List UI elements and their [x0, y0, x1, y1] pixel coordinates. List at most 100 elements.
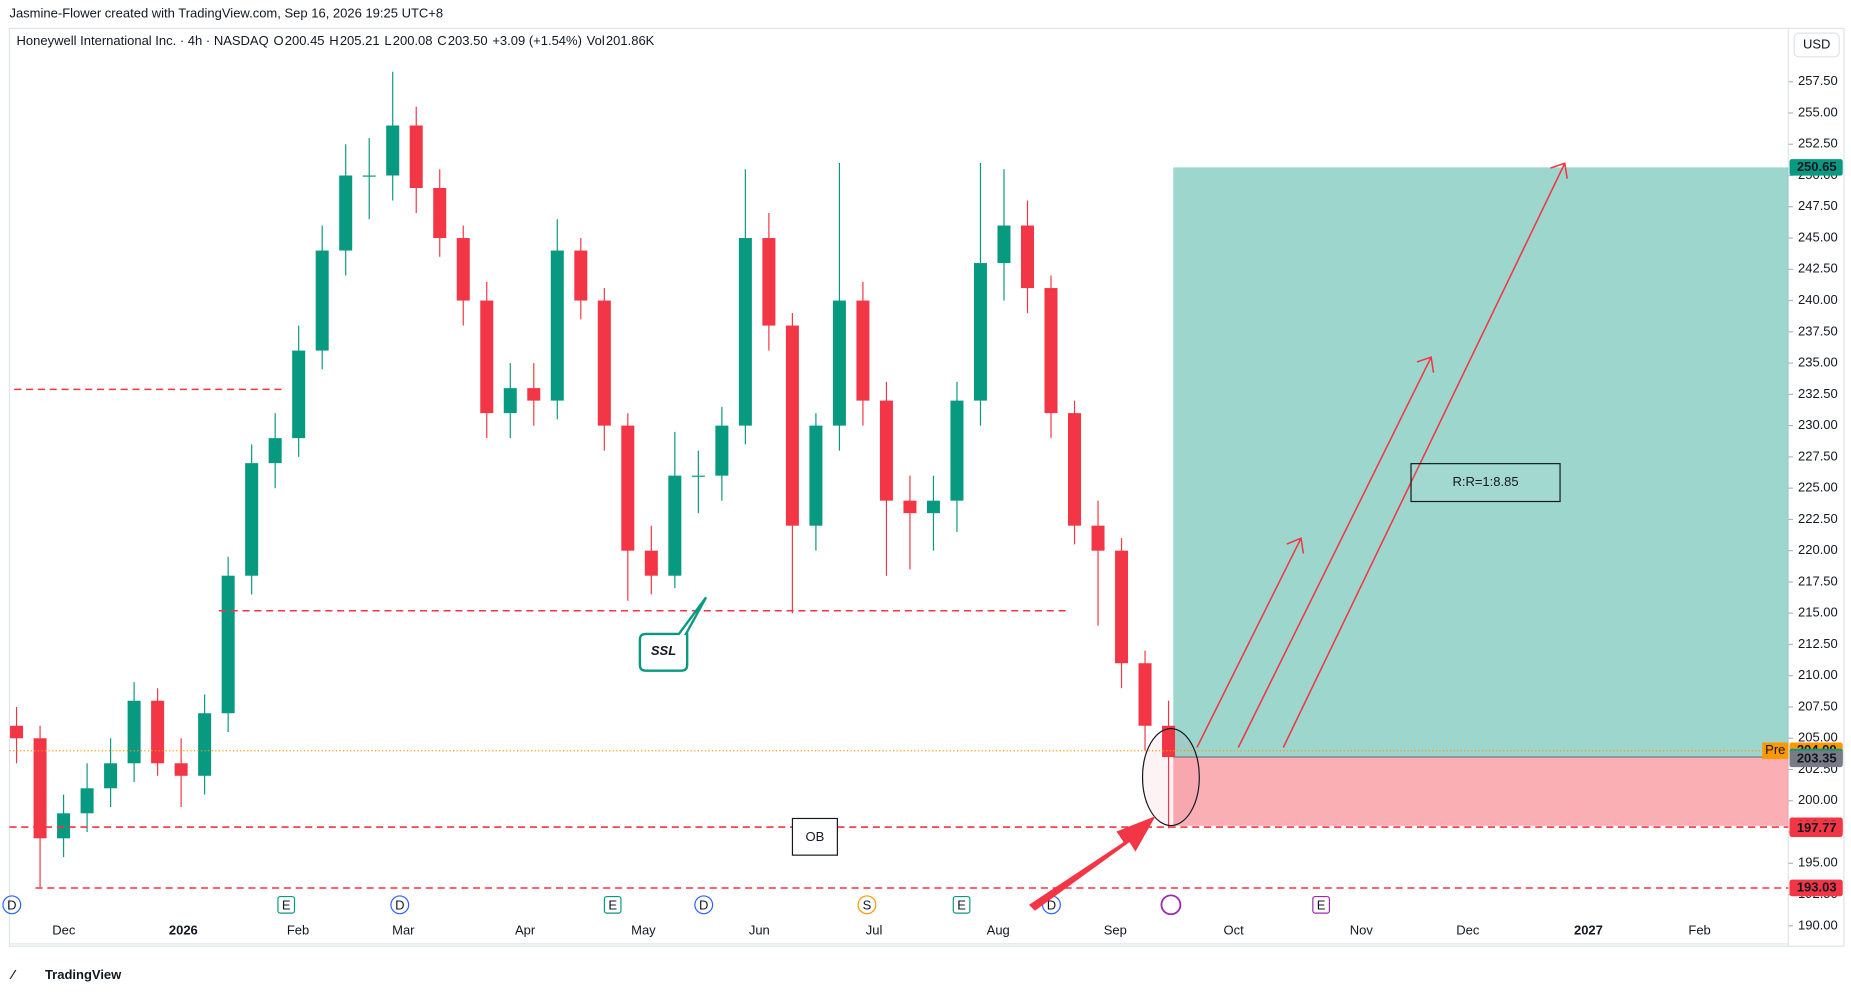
- ob-box: [791, 817, 838, 856]
- event-icon: [857, 895, 877, 915]
- candle-body: [644, 550, 658, 576]
- candle-body: [33, 738, 47, 839]
- y-tick-label: 215.00: [1798, 605, 1838, 620]
- y-tick-label: 230.00: [1798, 417, 1838, 432]
- candle-body: [10, 725, 24, 739]
- y-tick-label: 245.00: [1798, 229, 1838, 244]
- x-tick-label: 2026: [169, 922, 198, 937]
- ssl-callout: [638, 596, 708, 672]
- price-tag-label: 203.35: [1797, 750, 1837, 765]
- candle-body: [879, 400, 893, 501]
- candle-body: [456, 238, 470, 301]
- x-tick-label: Apr: [515, 922, 536, 937]
- candle-body: [926, 500, 940, 514]
- x-tick-label: May: [631, 922, 656, 937]
- currency: USD: [1803, 36, 1830, 51]
- x-tick-label: Dec: [52, 922, 76, 937]
- ob-label: OB: [806, 829, 825, 844]
- candle-body: [691, 475, 705, 477]
- legend-volume: 201.86K: [606, 33, 655, 48]
- event-icon: [390, 895, 410, 915]
- price-tag: [1789, 750, 1843, 768]
- y-tick-label: 227.50: [1798, 448, 1838, 463]
- candle-body: [127, 700, 141, 764]
- candle-body: [1162, 725, 1176, 758]
- candle-body: [221, 575, 235, 714]
- y-tick-label: 240.00: [1798, 292, 1838, 307]
- event-icon: [952, 895, 971, 914]
- events-special: [1160, 894, 1182, 916]
- currency-box[interactable]: [1793, 32, 1840, 58]
- y-tick-label: 205.00: [1798, 730, 1838, 745]
- y-tick-label: 232.50: [1798, 386, 1838, 401]
- y-tick-label: 200.00: [1798, 792, 1838, 807]
- y-tick-label: 195.00: [1798, 855, 1838, 870]
- legend-close: 203.50: [448, 33, 488, 48]
- candle-body: [151, 700, 165, 764]
- candle-body: [973, 263, 987, 401]
- candle-body: [57, 813, 71, 839]
- y-tick-label: 237.50: [1798, 323, 1838, 338]
- event-label: D: [395, 897, 404, 912]
- legend-low: 200.08: [393, 33, 433, 48]
- x-tick-label: Dec: [1456, 922, 1480, 937]
- target-zone: [1173, 167, 1789, 758]
- candle-body: [1138, 663, 1152, 726]
- logo-mark: ⁄: [9, 967, 17, 982]
- event-label: D: [699, 897, 708, 912]
- price-tag: [1789, 879, 1843, 897]
- frame: [8, 27, 1845, 947]
- candle-body: [80, 788, 94, 814]
- y-tick-label: 235.00: [1798, 355, 1838, 370]
- candle-body: [198, 713, 212, 776]
- candle-body: [503, 388, 517, 414]
- x-tick-label: 2027: [1574, 922, 1603, 937]
- legend-c-label: C: [437, 33, 446, 48]
- candle-body: [574, 250, 588, 301]
- candle-body: [362, 175, 376, 177]
- candle-body: [715, 425, 729, 476]
- brand: TradingView: [45, 967, 122, 982]
- x-tick-label: Jun: [749, 922, 770, 937]
- arrow: [1237, 356, 1435, 748]
- x-tick-label: Feb: [1688, 922, 1710, 937]
- y-tick-label: 257.50: [1798, 73, 1838, 88]
- event-label: E: [608, 897, 617, 912]
- y-tick-label: 217.50: [1798, 573, 1838, 588]
- legend-open: 200.45: [285, 33, 325, 48]
- candle-body: [386, 125, 400, 176]
- candle-body: [597, 300, 611, 426]
- candle-body: [785, 325, 799, 526]
- legend-high: 205.21: [340, 33, 380, 48]
- y-tick-label: 207.50: [1798, 698, 1838, 713]
- event-label: D: [1047, 897, 1056, 912]
- x-tick-label: Aug: [987, 922, 1010, 937]
- event-icon: [1160, 894, 1182, 916]
- event-icon: [277, 895, 296, 914]
- event-icon: [694, 895, 714, 915]
- candle-body: [315, 250, 329, 351]
- y-tick-label: 222.50: [1798, 511, 1838, 526]
- price-tag-label: 197.77: [1797, 820, 1837, 835]
- event-label: E: [1317, 897, 1326, 912]
- candle-body: [1115, 550, 1129, 664]
- candle-body: [1044, 288, 1058, 414]
- big-arrow: [1028, 816, 1156, 911]
- candle-body: [480, 300, 494, 414]
- arrow: [1196, 537, 1305, 748]
- event-label: D: [7, 897, 16, 912]
- legend-o-label: O: [273, 33, 283, 48]
- candle-body: [668, 475, 682, 576]
- price-tag-label: 250.65: [1797, 159, 1837, 174]
- legend-symbol: Honeywell International Inc. · 4h · NASD…: [17, 33, 269, 48]
- candle-body: [856, 300, 870, 401]
- candle-body: [104, 763, 118, 789]
- candle-body: [621, 425, 635, 551]
- candle-body: [1068, 413, 1082, 526]
- x-tick-label: Mar: [392, 922, 415, 937]
- credit: Jasmine-Flower created with TradingView.…: [9, 6, 443, 21]
- rr-box: [1410, 463, 1561, 503]
- ssl-label: SSL: [651, 643, 676, 658]
- candle-body: [174, 763, 188, 776]
